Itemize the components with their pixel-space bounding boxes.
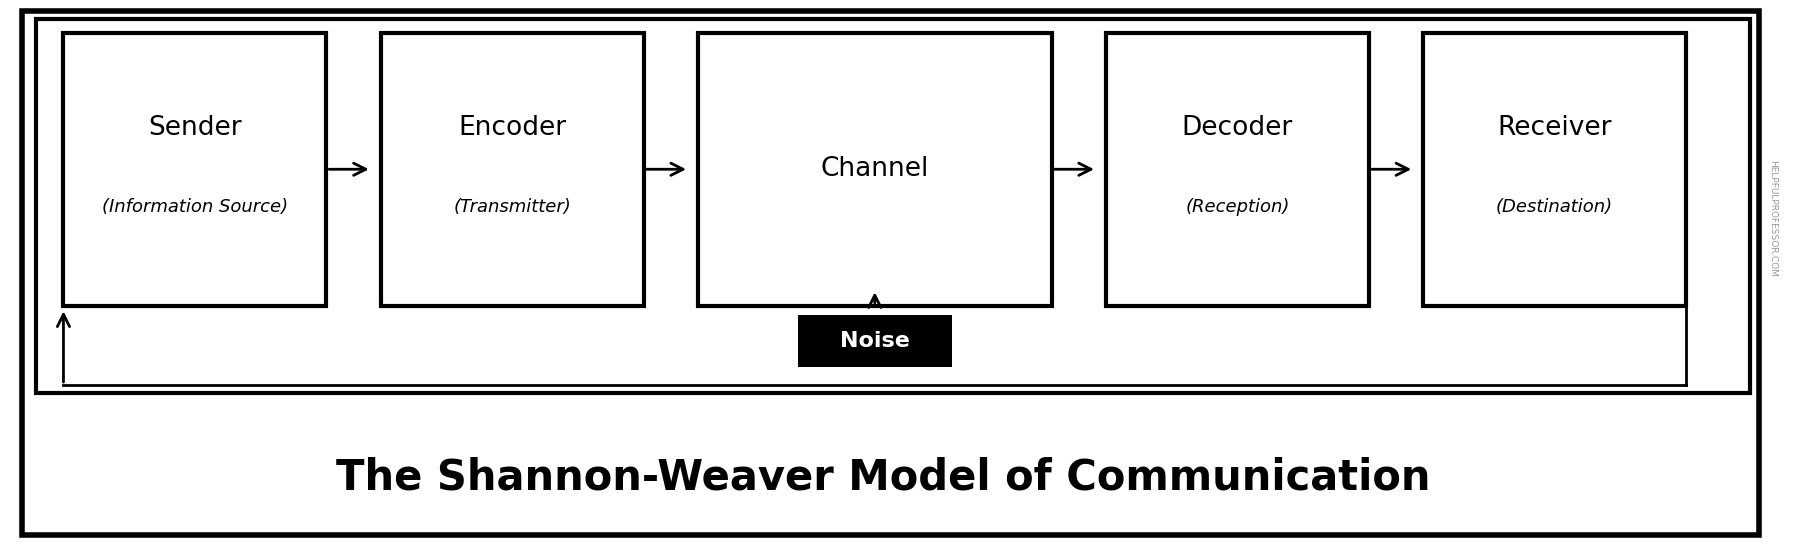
FancyBboxPatch shape bbox=[381, 33, 644, 306]
Text: The Shannon-Weaver Model of Communication: The Shannon-Weaver Model of Communicatio… bbox=[335, 457, 1430, 498]
Text: Encoder: Encoder bbox=[459, 115, 566, 141]
FancyBboxPatch shape bbox=[36, 19, 1750, 393]
FancyBboxPatch shape bbox=[798, 316, 952, 367]
FancyBboxPatch shape bbox=[63, 33, 326, 306]
Text: Sender: Sender bbox=[149, 115, 241, 141]
Text: Receiver: Receiver bbox=[1498, 115, 1612, 141]
Text: Noise: Noise bbox=[839, 331, 910, 351]
Text: HELPFULPROFESSOR.COM: HELPFULPROFESSOR.COM bbox=[1769, 160, 1777, 277]
Text: Decoder: Decoder bbox=[1182, 115, 1293, 141]
FancyBboxPatch shape bbox=[1423, 33, 1686, 306]
Text: (Destination): (Destination) bbox=[1496, 199, 1614, 216]
Text: (Reception): (Reception) bbox=[1186, 199, 1289, 216]
Text: Channel: Channel bbox=[821, 156, 928, 182]
FancyBboxPatch shape bbox=[698, 33, 1052, 306]
Text: (Information Source): (Information Source) bbox=[102, 199, 288, 216]
Text: FEEDBACK: FEEDBACK bbox=[838, 350, 910, 365]
FancyBboxPatch shape bbox=[22, 11, 1759, 535]
FancyBboxPatch shape bbox=[1106, 33, 1369, 306]
Text: (Transmitter): (Transmitter) bbox=[453, 199, 571, 216]
